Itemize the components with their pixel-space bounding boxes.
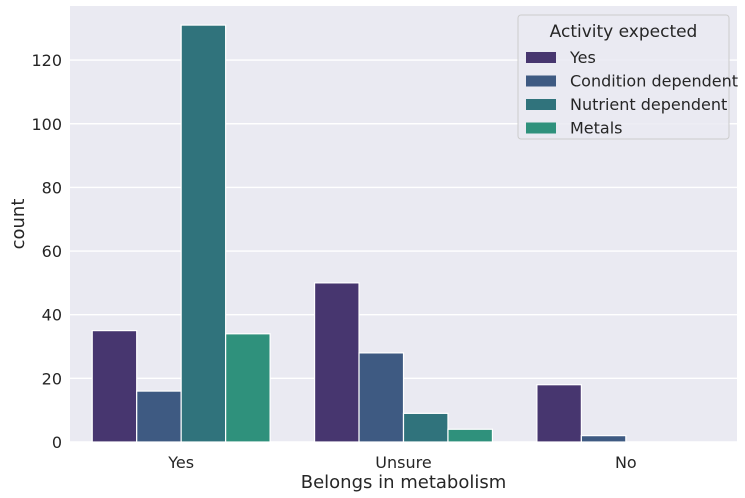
legend: Activity expected Yes Condition dependent… [517,14,738,140]
bar-no-yes [536,384,582,443]
y-tick-label: 40 [42,306,62,325]
legend-swatch [526,99,556,110]
x-axis-label: Belongs in metabolism [301,472,507,493]
x-tick-label: Yes [167,453,194,472]
y-tick-label: 20 [42,369,62,388]
x-axis-ticks: Yes Unsure No [167,453,636,472]
legend-title: Activity expected [550,22,698,42]
bars [91,24,627,443]
legend-entry: Condition dependent [570,72,738,91]
y-axis-ticks: 0 20 40 60 80 100 120 [31,51,62,452]
x-tick-label: No [615,453,637,472]
y-tick-label: 80 [42,178,62,197]
legend-swatch [526,122,556,134]
y-tick-label: 60 [42,242,62,261]
bar-unsure-nutrient-dependent [402,412,449,443]
legend-swatch [526,52,556,63]
bar-yes-condition-dependent [136,390,182,443]
bar-yes-yes [91,330,138,443]
bar-unsure-condition-dependent [358,352,405,443]
legend-entry: Nutrient dependent [570,95,727,114]
y-axis-label: count [8,199,29,250]
x-tick-label: Unsure [375,453,431,472]
legend-box [517,14,730,140]
bar-yes-nutrient-dependent [180,24,227,443]
bar-yes-metals [225,333,271,443]
bar-unsure-metals [447,428,494,443]
y-tick-label: 120 [31,51,62,70]
bar-unsure-yes [313,282,360,443]
y-tick-label: 100 [31,115,62,134]
legend-entry: Yes [569,48,596,67]
bar-no-condition-dependent [580,435,627,443]
y-tick-label: 0 [52,433,62,452]
legend-swatch [526,75,556,87]
legend-entry: Metals [570,119,623,138]
